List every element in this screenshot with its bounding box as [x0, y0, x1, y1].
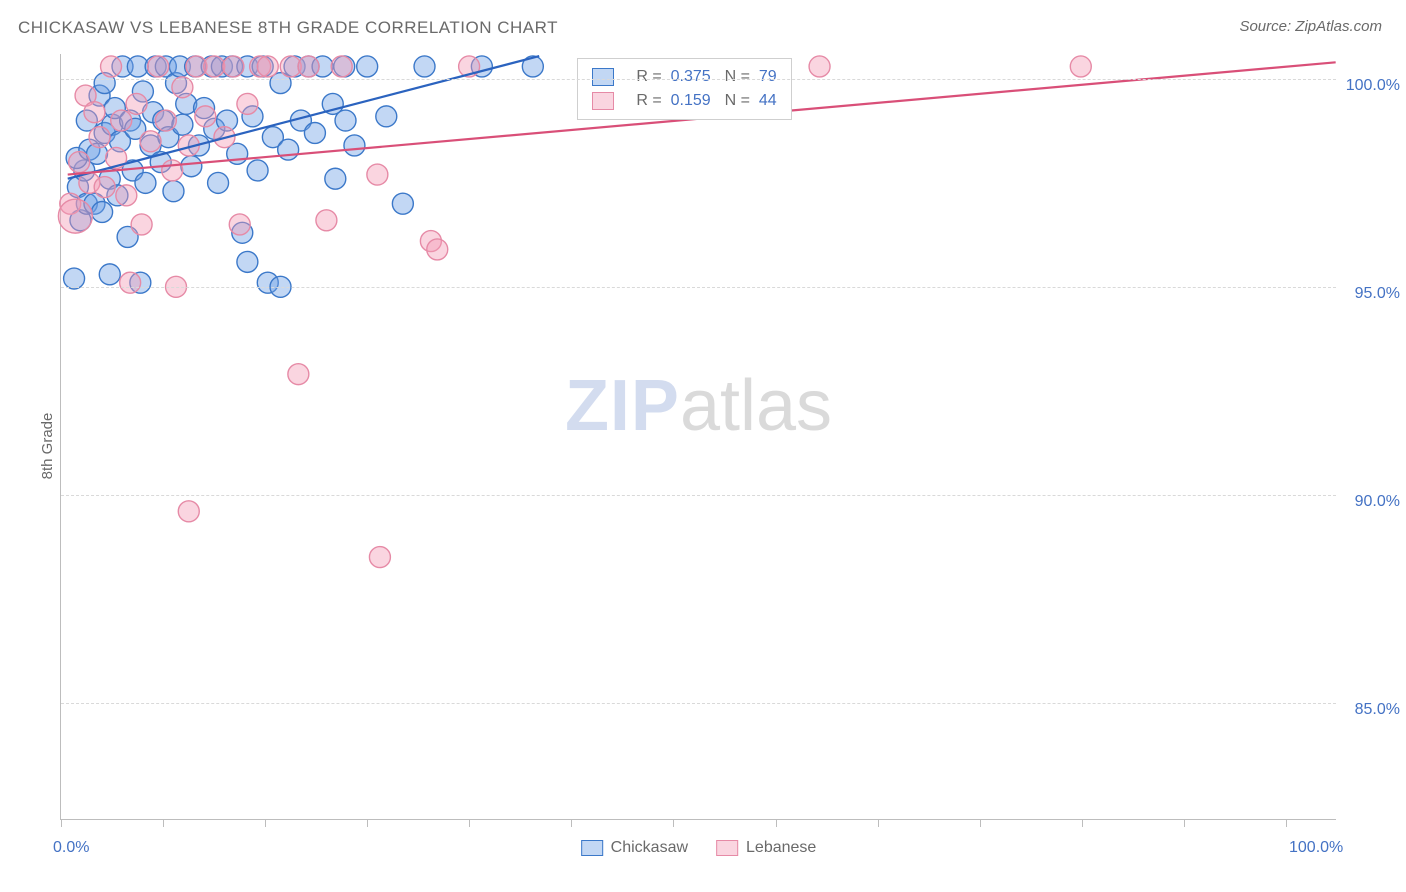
n-value: 79	[759, 68, 777, 85]
x-tick	[878, 819, 879, 827]
chart-title: CHICKASAW VS LEBANESE 8TH GRADE CORRELAT…	[18, 18, 558, 38]
x-tick	[1082, 819, 1083, 827]
x-tick-label: 0.0%	[53, 839, 89, 857]
x-tick	[163, 819, 164, 827]
legend-item-lebanese: Lebanese	[716, 839, 816, 857]
x-tick	[571, 819, 572, 827]
legend-bottom: Chickasaw Lebanese	[581, 839, 817, 857]
y-tick-label: 100.0%	[1346, 77, 1400, 95]
x-tick	[1184, 819, 1185, 827]
n-label: N = 44	[725, 89, 777, 113]
plot-area: ZIPatlas R = 0.375N = 79R = 0.159N = 44 …	[60, 54, 1336, 820]
y-tick-label: 95.0%	[1355, 285, 1400, 303]
y-axis-label: 8th Grade	[39, 413, 56, 480]
gridline-h	[61, 703, 1336, 704]
correlation-swatch	[592, 92, 614, 110]
trend-line	[68, 56, 540, 179]
x-tick	[265, 819, 266, 827]
legend-item-chickasaw: Chickasaw	[581, 839, 688, 857]
x-tick	[673, 819, 674, 827]
r-value: 0.159	[671, 92, 711, 109]
r-label: R = 0.159	[636, 89, 710, 113]
gridline-h	[61, 79, 1336, 80]
y-tick-label: 90.0%	[1355, 493, 1400, 511]
legend-swatch-chickasaw	[581, 840, 603, 856]
y-tick-label: 85.0%	[1355, 701, 1400, 719]
chart-container: CHICKASAW VS LEBANESE 8TH GRADE CORRELAT…	[0, 0, 1406, 892]
x-tick-label: 100.0%	[1289, 839, 1343, 857]
legend-label-lebanese: Lebanese	[746, 839, 816, 856]
legend-label-chickasaw: Chickasaw	[611, 839, 688, 856]
correlation-row: R = 0.159 N = 44	[592, 89, 776, 113]
source-attribution: Source: ZipAtlas.com	[1239, 18, 1382, 35]
x-tick	[469, 819, 470, 827]
x-tick	[1286, 819, 1287, 827]
correlation-legend-box: R = 0.375 N = 79 R = 0.159 N = 44	[577, 58, 791, 120]
r-value: 0.375	[671, 68, 711, 85]
x-tick	[61, 819, 62, 827]
correlation-row: R = 0.375 N = 79	[592, 65, 776, 89]
n-label: N = 79	[725, 65, 777, 89]
r-label: R = 0.375	[636, 65, 710, 89]
x-tick	[980, 819, 981, 827]
x-tick	[367, 819, 368, 827]
x-tick	[776, 819, 777, 827]
correlation-swatch	[592, 68, 614, 86]
gridline-h	[61, 495, 1336, 496]
gridline-h	[61, 287, 1336, 288]
n-value: 44	[759, 92, 777, 109]
legend-swatch-lebanese	[716, 840, 738, 856]
